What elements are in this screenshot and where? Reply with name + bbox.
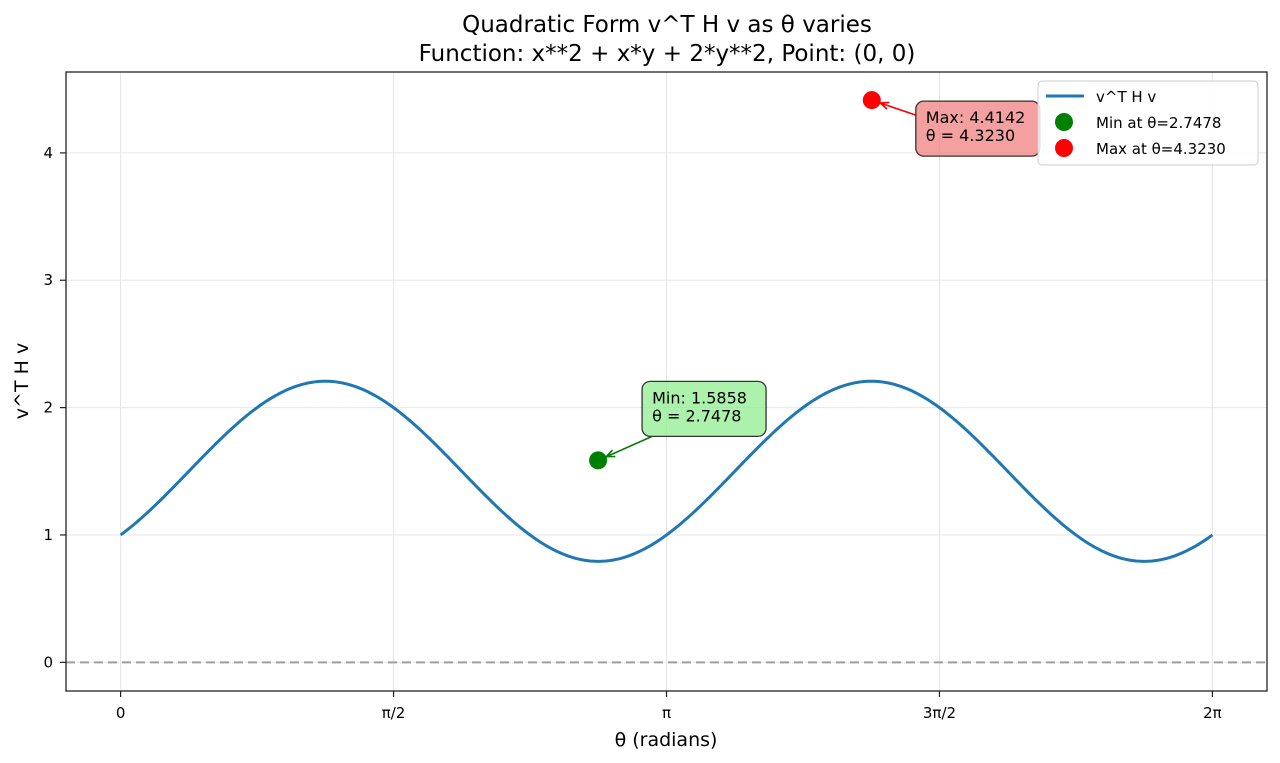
legend: v^T H v Min at θ=2.7478 Max at θ=4.3230 bbox=[1037, 80, 1259, 166]
x-axis-ticks: 0 π/2 π 3π/2 2π bbox=[116, 691, 1222, 722]
legend-max-label: Max at θ=4.3230 bbox=[1096, 140, 1226, 158]
series-layer bbox=[119, 379, 1214, 563]
x-tick-label: π/2 bbox=[382, 704, 406, 722]
extremum-points bbox=[589, 91, 881, 470]
min-annotation-box bbox=[641, 380, 767, 438]
max-annotation-text: Max: 4.4142 bbox=[926, 108, 1026, 127]
chart-title: Quadratic Form v^T H v as θ varies bbox=[462, 12, 872, 38]
y-axis-ticks: 0 1 2 3 4 bbox=[43, 144, 66, 671]
max-annotation-text: θ = 4.3230 bbox=[926, 126, 1015, 145]
x-tick-label: 0 bbox=[116, 704, 126, 722]
max-point-marker bbox=[862, 91, 881, 110]
y-tick-label: 4 bbox=[43, 144, 53, 162]
legend-max-swatch bbox=[1055, 139, 1073, 157]
legend-min-swatch bbox=[1055, 113, 1073, 131]
x-tick-label: 2π bbox=[1203, 704, 1222, 722]
series-line bbox=[119, 379, 1214, 563]
y-tick-label: 3 bbox=[43, 271, 53, 289]
y-tick-label: 0 bbox=[43, 653, 53, 671]
legend-frame bbox=[1037, 80, 1259, 166]
y-tick-label: 1 bbox=[43, 526, 53, 544]
x-axis-label: θ (radians) bbox=[615, 729, 718, 751]
chart-subtitle: Function: x**2 + x*y + 2*y**2, Point: (0… bbox=[419, 41, 916, 67]
y-axis-label: v^T H v bbox=[11, 343, 33, 419]
x-tick-label: π bbox=[662, 704, 671, 722]
x-tick-label: 3π/2 bbox=[923, 704, 956, 722]
min-annotation-arrowhead bbox=[604, 449, 616, 458]
max-annotation-arrow bbox=[880, 102, 917, 116]
min-point-marker bbox=[589, 451, 608, 470]
y-tick-label: 2 bbox=[43, 399, 53, 417]
legend-min-label: Min at θ=2.7478 bbox=[1096, 114, 1221, 132]
min-annotation-text: θ = 2.7478 bbox=[652, 406, 741, 425]
legend-series-label: v^T H v bbox=[1096, 88, 1156, 106]
min-annotation-arrow bbox=[605, 435, 653, 458]
min-annotation-text: Min: 1.5858 bbox=[652, 388, 747, 407]
